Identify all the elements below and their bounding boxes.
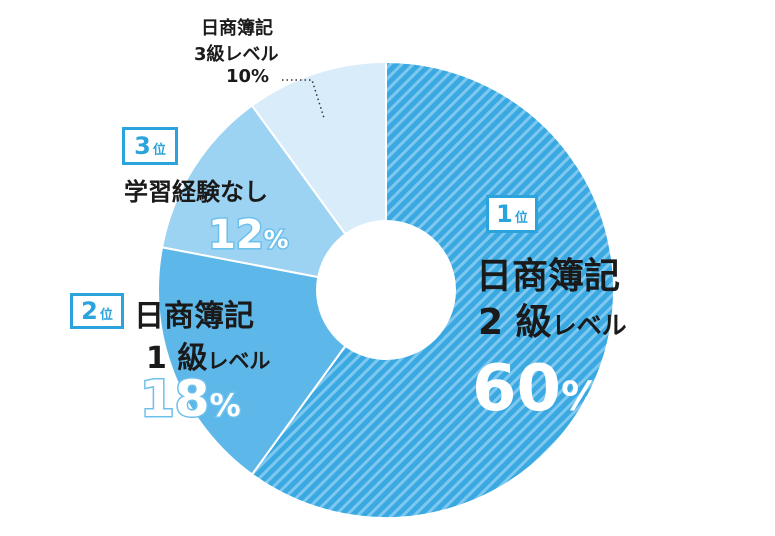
pie-slice-3: [160, 104, 389, 292]
slice-4-label-line1: 日商簿記: [201, 18, 273, 39]
slice-2-label-line1: 日商簿記: [134, 299, 254, 334]
slice-1-label-line1: 日商簿記: [476, 256, 621, 297]
donut-hole: [316, 220, 456, 360]
slice-1-percent: 60%: [472, 352, 601, 426]
slice-1-label-line2: 2 級レベル: [478, 302, 627, 343]
slice-4-label-line2: 3級レベル: [194, 44, 279, 65]
slice-3-label: 学習経験なし: [124, 178, 268, 206]
leader-line-slice-4: [282, 79, 325, 119]
slice-2-percent: 18%: [139, 369, 243, 430]
slice-2-label-line2: 1 級レベル: [146, 341, 271, 376]
slice-4-percent: 10%: [226, 66, 270, 87]
slice-3-percent: 12%: [207, 211, 291, 260]
